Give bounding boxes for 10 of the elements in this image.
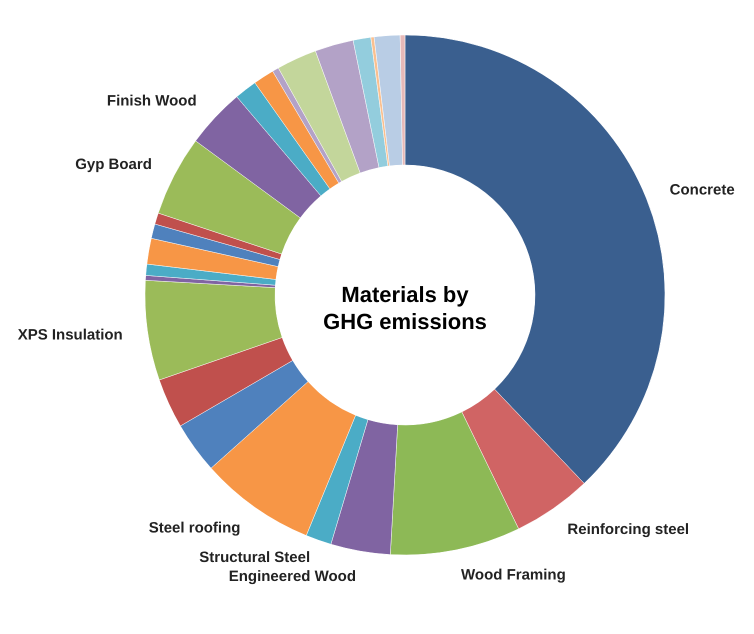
slice-label: Concrete: [670, 181, 735, 198]
slice-label: Structural Steel: [199, 549, 310, 566]
slice-label: Gyp Board: [75, 156, 152, 174]
slice-label: XPS Insulation: [18, 326, 123, 344]
slice-label: Wood Framing: [461, 566, 566, 584]
slice-label: Reinforcing steel: [567, 521, 690, 538]
slice-label: Finish Wood: [106, 92, 197, 110]
text: Materials by GHG emissions: [323, 282, 487, 334]
slice-label: Steel roofing: [148, 520, 240, 537]
slice-label: Engineered Wood: [228, 568, 356, 585]
